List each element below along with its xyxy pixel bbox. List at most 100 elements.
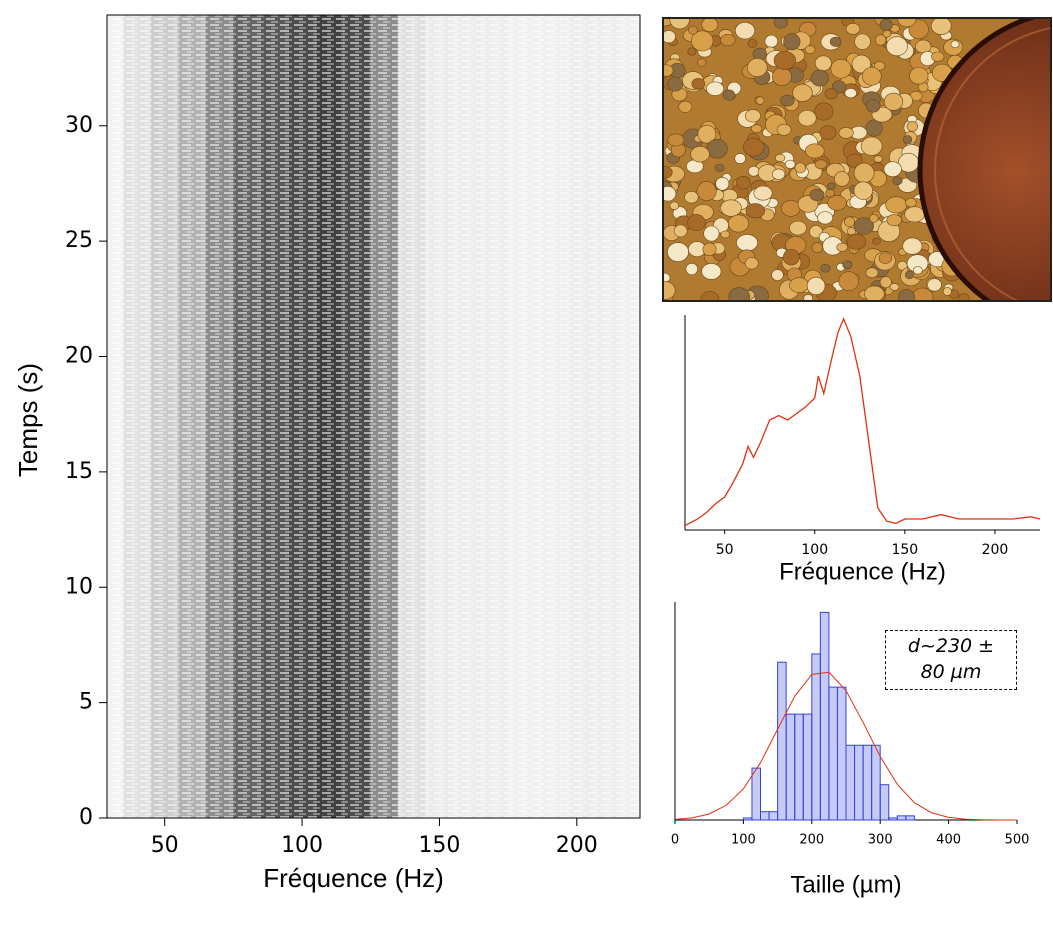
grain <box>714 164 725 172</box>
grain <box>809 188 825 201</box>
grain <box>838 271 859 292</box>
grain <box>697 58 707 67</box>
y-tick-label: 30 <box>65 113 93 138</box>
histogram-bar <box>785 713 796 821</box>
histogram-bar <box>811 653 821 821</box>
grain <box>902 237 923 255</box>
grain <box>902 135 913 144</box>
grain <box>829 36 842 47</box>
grain <box>797 109 817 127</box>
grain <box>744 257 759 270</box>
grain <box>773 19 788 29</box>
grain <box>664 64 674 77</box>
grain <box>851 54 872 74</box>
grain <box>771 168 786 180</box>
grain <box>728 287 750 300</box>
grain <box>684 191 699 204</box>
grain <box>942 286 952 296</box>
grain <box>664 272 671 283</box>
grain <box>803 294 814 300</box>
texture <box>107 15 640 818</box>
grain <box>664 186 677 202</box>
grain <box>830 58 852 79</box>
grain <box>700 291 720 300</box>
histogram-bar <box>768 811 779 821</box>
grain <box>750 124 763 134</box>
grain <box>871 237 881 245</box>
grain <box>814 159 828 170</box>
grain <box>886 36 908 57</box>
grain <box>930 19 952 35</box>
annotation-box: d~230 ± 80 µm <box>885 630 1017 690</box>
histogram-bar <box>751 767 762 821</box>
grain <box>781 200 801 217</box>
grain <box>727 214 749 233</box>
grain <box>792 83 813 102</box>
plot-frame <box>106 14 641 819</box>
grain <box>809 225 823 239</box>
grain <box>931 51 945 62</box>
x-tick-label: 200 <box>799 833 824 848</box>
grain <box>697 124 717 144</box>
grain <box>687 214 706 231</box>
y-tick-label: 0 <box>79 805 93 830</box>
grain <box>819 125 837 140</box>
x-tick-label: 200 <box>556 833 598 858</box>
grain <box>873 61 886 71</box>
grain <box>853 217 874 235</box>
grain <box>927 278 942 292</box>
grain <box>865 99 881 113</box>
grain <box>664 166 673 179</box>
grain <box>701 263 722 280</box>
grain <box>824 88 838 100</box>
grain <box>860 136 883 156</box>
x-tick-label: 500 <box>1005 833 1030 848</box>
x-tick-label: 400 <box>936 833 961 848</box>
grain <box>744 109 761 123</box>
grain <box>785 159 796 169</box>
grain <box>696 181 717 201</box>
x-axis-label: Fréquence (Hz) <box>263 863 444 893</box>
grain <box>909 67 929 85</box>
grain <box>667 242 689 262</box>
grain <box>745 203 766 219</box>
grain <box>846 233 867 250</box>
grain <box>882 30 892 38</box>
grain <box>904 270 914 280</box>
grain <box>862 66 882 86</box>
grain <box>864 285 885 300</box>
grain <box>892 176 903 186</box>
grain <box>669 201 680 210</box>
grain <box>742 138 765 157</box>
histogram-bar <box>845 744 856 821</box>
grain <box>664 281 676 300</box>
grain <box>794 162 806 174</box>
grain <box>842 261 853 269</box>
grain <box>747 165 760 177</box>
grain <box>897 19 917 28</box>
histogram-bar <box>862 744 873 821</box>
grain <box>687 47 697 56</box>
histogram-bar <box>742 817 753 821</box>
grain <box>780 94 795 107</box>
histogram-bar <box>836 686 847 821</box>
x-tick-label: 150 <box>891 542 918 558</box>
grain <box>734 153 746 164</box>
grain <box>753 185 773 201</box>
grain <box>752 47 767 61</box>
histogram-bar <box>888 817 898 821</box>
grain <box>691 78 706 90</box>
grain <box>702 242 717 257</box>
histogram-bar <box>794 713 804 821</box>
grain <box>827 195 847 211</box>
grain <box>720 33 736 47</box>
grain <box>804 45 816 54</box>
grain <box>782 249 800 266</box>
grain <box>820 264 831 273</box>
x-tick-label: 100 <box>731 833 756 848</box>
grain <box>789 277 810 293</box>
grain <box>846 153 863 168</box>
x-axis-label: Fréquence (Hz) <box>779 558 946 585</box>
y-tick-label: 15 <box>65 459 93 484</box>
grain <box>667 76 684 92</box>
